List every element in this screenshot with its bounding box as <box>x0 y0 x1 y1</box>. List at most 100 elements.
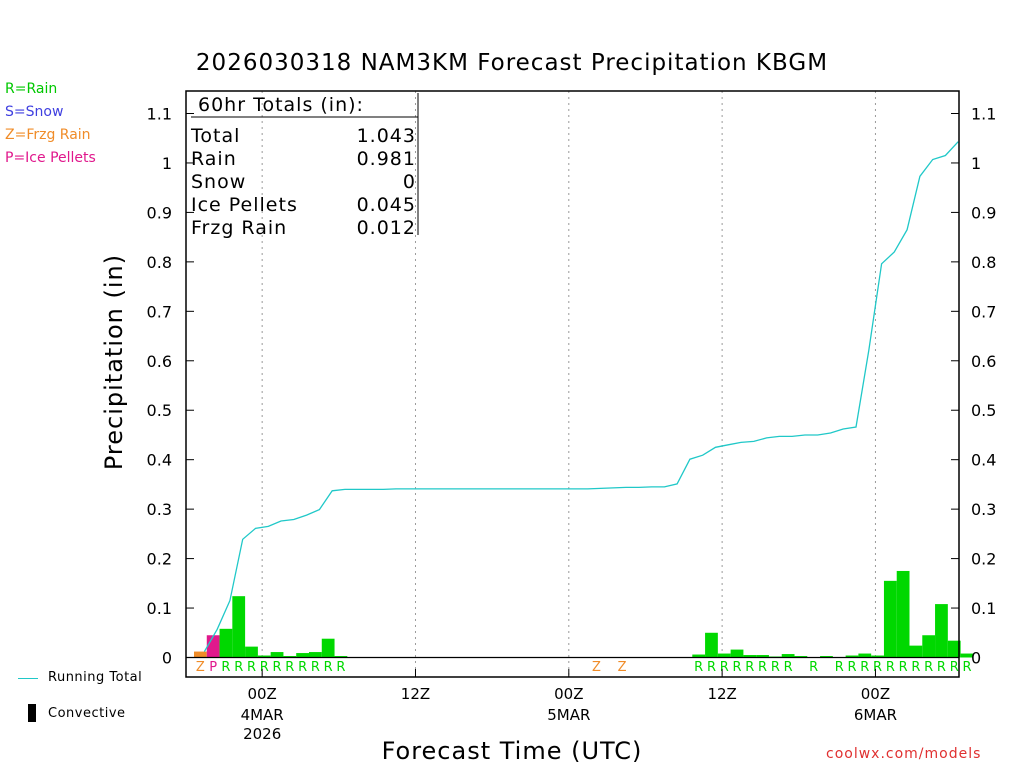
y-tick-label-right: 1 <box>971 154 981 173</box>
precip-bar <box>321 638 335 658</box>
precip-type-label: Z <box>592 660 601 675</box>
precip-bar <box>308 652 322 658</box>
x-tick-label: 12Z <box>707 685 736 703</box>
x-tick-date-label: 4MAR <box>241 706 284 724</box>
y-tick-label-left: 0.9 <box>147 203 172 222</box>
y-tick-label-right: 1.1 <box>971 105 996 124</box>
precip-bar <box>871 655 884 658</box>
precip-bar <box>743 655 757 658</box>
x-tick-label: 00Z <box>554 685 583 703</box>
precip-bar <box>296 653 309 658</box>
y-axis-title: Precipitation (in) <box>100 254 128 470</box>
precip-bar <box>206 635 220 658</box>
precip-type-label: R <box>911 660 920 675</box>
legend-snow: S=Snow <box>5 104 64 120</box>
precip-bar <box>334 656 348 658</box>
precip-type-label: R <box>707 660 716 675</box>
y-tick-label-right: 0.6 <box>971 352 996 371</box>
precip-bar <box>858 653 872 658</box>
precip-type-label: P <box>209 660 217 675</box>
totals-row-value: 0.981 <box>357 148 416 170</box>
y-tick-label-left: 0.3 <box>147 500 172 519</box>
precip-type-label: R <box>847 660 856 675</box>
y-tick-label-right: 0.2 <box>971 550 996 569</box>
y-tick-label-left: 0.1 <box>147 599 172 618</box>
x-tick-date-label: 6MAR <box>854 706 897 724</box>
totals-row-value: 0 <box>403 171 416 193</box>
legend-rain: R=Rain <box>5 81 58 97</box>
precip-type-label: R <box>694 660 703 675</box>
x-tick-label: 00Z <box>247 685 276 703</box>
plot-frame <box>185 90 960 678</box>
precip-type-label: R <box>835 660 844 675</box>
precip-bar <box>947 640 961 658</box>
y-tick-label-right: 0 <box>971 649 981 668</box>
precip-bar <box>794 656 808 658</box>
precip-bar <box>730 649 744 658</box>
x-tick-label: 12Z <box>401 685 430 703</box>
y-tick-label-left: 0 <box>162 649 172 668</box>
running-total-line <box>203 141 959 652</box>
precip-type-label: R <box>962 660 971 675</box>
precip-type-label: R <box>324 660 333 675</box>
precip-type-label: R <box>732 660 741 675</box>
precip-type-label: R <box>336 660 345 675</box>
totals-row-label: Snow <box>191 171 246 193</box>
precip-type-label: R <box>937 660 946 675</box>
y-tick-label-right: 0.3 <box>971 500 996 519</box>
running-total-label: Running Total <box>48 670 143 685</box>
legend-frzg-rain: Z=Frzg Rain <box>5 127 91 143</box>
precip-type-label: R <box>809 660 818 675</box>
y-tick-label-left: 0.7 <box>147 302 172 321</box>
precip-type-label: R <box>758 660 767 675</box>
precip-bar <box>257 655 271 658</box>
y-tick-label-right: 0.1 <box>971 599 996 618</box>
credit-link[interactable]: coolwx.com/models <box>826 746 982 762</box>
precip-bar <box>883 580 897 658</box>
precip-type-label: R <box>860 660 869 675</box>
y-tick-label-right: 0.5 <box>971 401 996 420</box>
y-tick-label-right: 0.7 <box>971 302 996 321</box>
x-axis-title: Forecast Time (UTC) <box>382 737 643 765</box>
chart-title: 2026030318 NAM3KM Forecast Precipitation… <box>195 50 829 76</box>
y-tick-label-left: 0.6 <box>147 352 172 371</box>
precip-type-label: R <box>924 660 933 675</box>
precip-bar <box>245 646 258 658</box>
running-total-swatch <box>18 678 38 679</box>
precip-type-label: R <box>221 660 230 675</box>
precip-type-label: R <box>260 660 269 675</box>
precip-bar <box>232 596 246 658</box>
precip-type-label: R <box>311 660 320 675</box>
precip-bar <box>781 654 795 658</box>
precip-bar <box>960 653 974 658</box>
precip-bar <box>705 632 718 658</box>
y-tick-label-right: 0.9 <box>971 203 996 222</box>
totals-row-value: 1.043 <box>357 125 416 147</box>
totals-row-value: 0.045 <box>357 194 416 216</box>
y-tick-label-left: 1 <box>162 154 172 173</box>
y-tick-label-right: 0.4 <box>971 451 996 470</box>
convective-swatch <box>28 704 36 722</box>
x-tick-date-label: 5MAR <box>547 706 590 724</box>
precip-bar <box>270 652 284 658</box>
precip-bar <box>935 604 948 658</box>
precip-type-label: R <box>298 660 307 675</box>
precip-bar <box>283 656 297 658</box>
precip-type-label: R <box>784 660 793 675</box>
precip-bar <box>219 628 233 658</box>
x-tick-label: 00Z <box>861 685 890 703</box>
precip-type-label: R <box>886 660 895 675</box>
y-tick-label-left: 0.5 <box>147 401 172 420</box>
precip-type-label: R <box>950 660 959 675</box>
precip-type-label: R <box>234 660 243 675</box>
totals-row-label: Ice Pellets <box>191 194 298 216</box>
totals-row-label: Total <box>190 125 240 147</box>
totals-header: 60hr Totals (in): <box>198 94 364 116</box>
y-tick-label-left: 1.1 <box>147 105 172 124</box>
precip-bar <box>820 656 833 658</box>
totals-row-label: Frzg Rain <box>191 217 287 239</box>
precip-type-label: R <box>873 660 882 675</box>
y-tick-label-left: 0.4 <box>147 451 172 470</box>
precip-type-label: R <box>720 660 729 675</box>
